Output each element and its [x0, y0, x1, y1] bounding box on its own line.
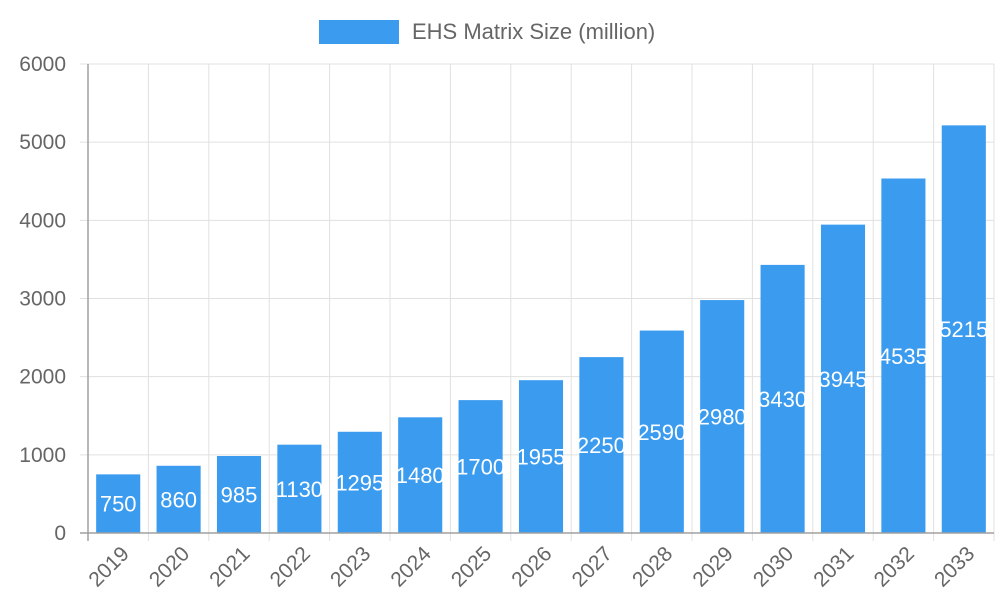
data-label: 3430 [758, 387, 807, 412]
x-tick-label: 2021 [205, 542, 254, 591]
x-tick-label: 2030 [749, 542, 798, 591]
bar-2021[interactable] [216, 456, 262, 533]
data-label: 750 [100, 492, 137, 517]
legend-swatch [319, 20, 399, 44]
data-label: 5215 [939, 317, 988, 342]
bar-2033[interactable] [941, 125, 986, 533]
x-tick-label: 2020 [145, 542, 194, 591]
chart-legend[interactable]: EHS Matrix Size (million) [319, 19, 655, 45]
data-labels: 750 860 985 1130 1295 1480 1700 1955 2250 2590 298… [100, 317, 988, 517]
legend-label: EHS Matrix Size (million) [412, 19, 656, 44]
bars [96, 125, 986, 533]
data-label: 985 [221, 483, 258, 508]
data-label: 1480 [396, 463, 445, 488]
y-tick-label: 1000 [19, 444, 66, 467]
x-tick-label: 2027 [568, 542, 617, 591]
bar-2022[interactable] [277, 444, 322, 533]
data-label: 4535 [879, 344, 928, 369]
bar-2030[interactable] [760, 264, 805, 533]
x-tick-label: 2025 [447, 542, 496, 591]
bar-2024[interactable] [398, 417, 443, 533]
x-tick-label: 2024 [386, 542, 436, 592]
bar-2025[interactable] [458, 400, 503, 533]
bar-2023[interactable] [337, 431, 382, 533]
data-label: 1130 [276, 477, 323, 502]
bar-2031[interactable] [820, 224, 866, 533]
x-tick-label: 2028 [628, 542, 677, 591]
bar-2019[interactable] [96, 474, 141, 533]
y-tick-label: 2000 [19, 366, 66, 389]
bar-2032[interactable] [881, 178, 926, 533]
bar-2027[interactable] [579, 357, 624, 533]
x-tick-label: 2023 [326, 542, 375, 591]
y-tick-label: 6000 [19, 53, 66, 76]
x-tick-label: 2029 [688, 542, 737, 591]
x-tick-label: 2032 [870, 542, 919, 591]
data-label: 1955 [517, 445, 566, 470]
y-tick-label: 5000 [19, 131, 66, 154]
y-tick-label: 0 [54, 522, 66, 545]
data-label: 2250 [577, 433, 626, 458]
bar-2029[interactable] [700, 300, 745, 533]
data-label: 2590 [637, 420, 686, 445]
data-label: 2980 [698, 405, 747, 430]
bar-2026[interactable] [518, 380, 564, 533]
x-tick-label: 2033 [930, 542, 979, 591]
bar-2028[interactable] [639, 330, 684, 533]
data-label: 1700 [456, 455, 505, 480]
x-tick-label: 2031 [809, 542, 858, 591]
x-tick-label: 2026 [507, 542, 556, 591]
data-label: 3945 [819, 367, 868, 392]
data-label: 860 [160, 487, 197, 512]
x-tick-label: 2019 [84, 542, 133, 591]
y-tick-label: 3000 [19, 288, 66, 311]
bar-2020[interactable] [156, 465, 201, 533]
x-tick-label: 2022 [266, 542, 315, 591]
y-tick-label: 4000 [19, 209, 66, 232]
data-label: 1295 [335, 470, 384, 495]
